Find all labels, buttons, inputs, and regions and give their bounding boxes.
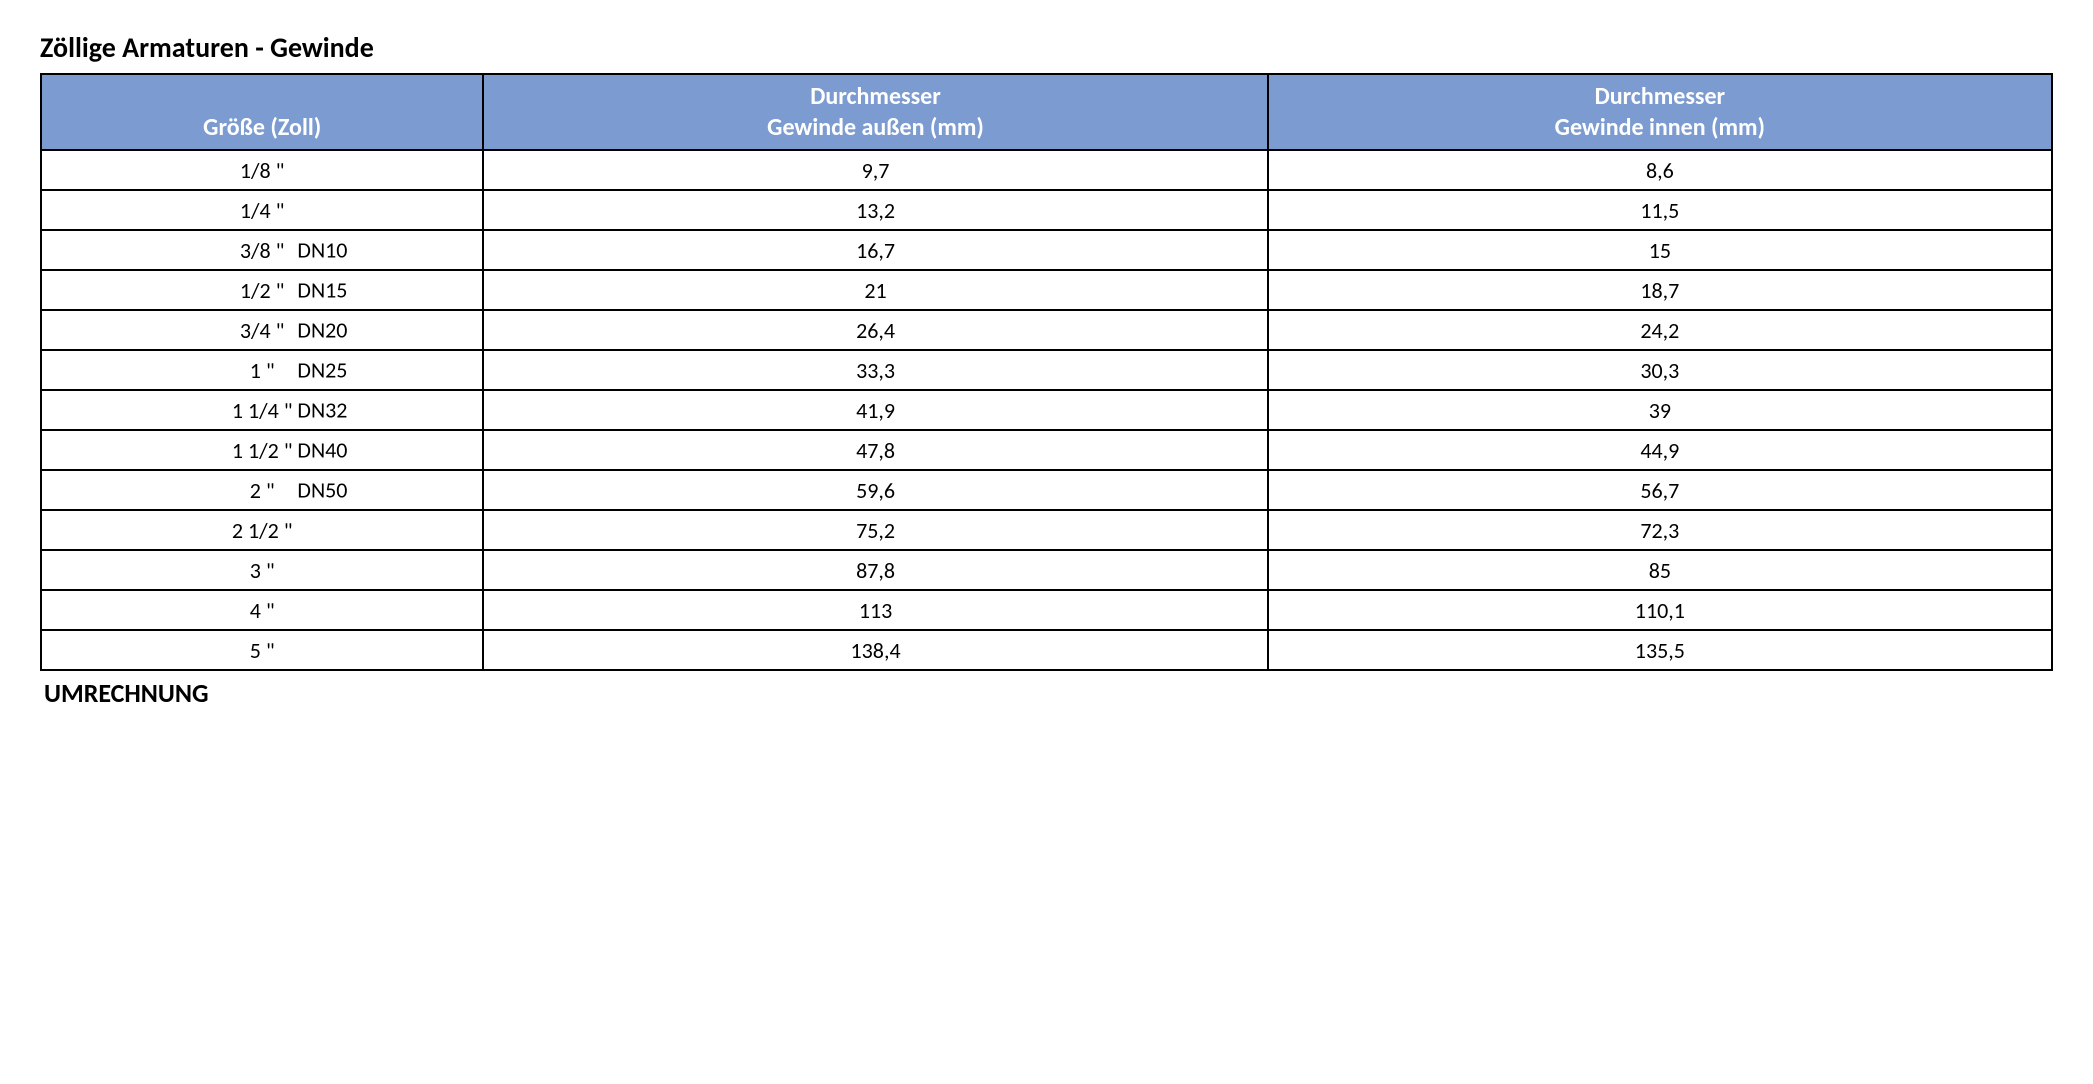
cell-inner: 56,7 [1268, 470, 2052, 510]
cell-inner: 85 [1268, 550, 2052, 590]
size-inch-value: 2 1/2 " [232, 517, 293, 544]
cell-size: 1/4 " [41, 190, 483, 230]
thread-table: Größe (Zoll) Durchmesser Gewinde außen (… [40, 73, 2053, 671]
table-row: 1/4 " 13,211,5 [41, 190, 2052, 230]
size-inch-value: 3/8 " [240, 237, 285, 264]
cell-inner: 15 [1268, 230, 2052, 270]
cell-outer: 59,6 [483, 470, 1267, 510]
cell-outer: 33,3 [483, 350, 1267, 390]
cell-outer: 87,8 [483, 550, 1267, 590]
table-row: 3 " 87,885 [41, 550, 2052, 590]
size-inch-value: 1/8 " [240, 157, 285, 184]
size-dn-value: DN25 [297, 357, 347, 384]
cell-outer: 47,8 [483, 430, 1267, 470]
size-dn-value: DN40 [297, 437, 347, 464]
cell-inner: 30,3 [1268, 350, 2052, 390]
cell-outer: 41,9 [483, 390, 1267, 430]
size-dn-value: DN15 [297, 277, 347, 304]
header-inner-line1: Durchmesser [1279, 81, 2041, 112]
cell-inner: 18,7 [1268, 270, 2052, 310]
cell-inner: 39 [1268, 390, 2052, 430]
cell-inner: 135,5 [1268, 630, 2052, 670]
table-row: 3/4 " DN20 26,424,2 [41, 310, 2052, 350]
size-inch-value: 1 1/2 " [232, 437, 293, 464]
table-row: 2 1/2 " 75,272,3 [41, 510, 2052, 550]
cell-inner: 110,1 [1268, 590, 2052, 630]
header-outer: Durchmesser Gewinde außen (mm) [483, 74, 1267, 150]
cell-inner: 8,6 [1268, 150, 2052, 190]
size-dn-value: DN10 [297, 237, 347, 264]
size-dn-value: DN50 [297, 477, 347, 504]
cell-outer: 9,7 [483, 150, 1267, 190]
cell-size: 2 1/2 " [41, 510, 483, 550]
size-inch-value: 1 1/4 " [232, 397, 293, 424]
cell-outer: 13,2 [483, 190, 1267, 230]
cell-size: 1/8 " [41, 150, 483, 190]
cell-size: 3/4 " DN20 [41, 310, 483, 350]
size-inch-value: 2 " [250, 477, 275, 504]
cell-size: 5 " [41, 630, 483, 670]
table-row: 1/8 " 9,78,6 [41, 150, 2052, 190]
size-dn-value: DN20 [297, 317, 347, 344]
size-dn-value: DN32 [297, 397, 347, 424]
size-inch-value: 1 " [250, 357, 275, 384]
cell-outer: 138,4 [483, 630, 1267, 670]
table-header-row: Größe (Zoll) Durchmesser Gewinde außen (… [41, 74, 2052, 150]
table-header: Größe (Zoll) Durchmesser Gewinde außen (… [41, 74, 2052, 150]
cell-inner: 11,5 [1268, 190, 2052, 230]
table-row: 4 " 113110,1 [41, 590, 2052, 630]
size-inch-value: 3/4 " [240, 317, 285, 344]
header-inner: Durchmesser Gewinde innen (mm) [1268, 74, 2052, 150]
size-inch-value: 3 " [250, 557, 275, 584]
table-body: 1/8 "9,78,61/4 "13,211,53/8 "DN1016,7151… [41, 150, 2052, 670]
cell-size: 1 1/4 "DN32 [41, 390, 483, 430]
table-row: 1 1/2 "DN4047,844,9 [41, 430, 2052, 470]
cell-inner: 44,9 [1268, 430, 2052, 470]
header-inner-line2: Gewinde innen (mm) [1279, 112, 2041, 143]
cell-size: 3/8 " DN10 [41, 230, 483, 270]
table-row: 1 1/4 "DN3241,939 [41, 390, 2052, 430]
header-outer-line1: Durchmesser [494, 81, 1256, 112]
table-row: 5 " 138,4135,5 [41, 630, 2052, 670]
cell-size: 1 " DN25 [41, 350, 483, 390]
table-row: 2 " DN50 59,656,7 [41, 470, 2052, 510]
cell-inner: 72,3 [1268, 510, 2052, 550]
cell-outer: 21 [483, 270, 1267, 310]
cell-outer: 113 [483, 590, 1267, 630]
size-inch-value: 5 " [250, 637, 275, 664]
header-outer-line2: Gewinde außen (mm) [494, 112, 1256, 143]
table-row: 1/2 " DN15 2118,7 [41, 270, 2052, 310]
cell-size: 3 " [41, 550, 483, 590]
header-size: Größe (Zoll) [41, 74, 483, 150]
size-inch-value: 1/2 " [240, 277, 285, 304]
cell-outer: 16,7 [483, 230, 1267, 270]
cell-size: 1 1/2 "DN40 [41, 430, 483, 470]
table-row: 1 " DN25 33,330,3 [41, 350, 2052, 390]
cell-outer: 26,4 [483, 310, 1267, 350]
cell-size: 1/2 " DN15 [41, 270, 483, 310]
cell-size: 4 " [41, 590, 483, 630]
footer-label: UMRECHNUNG [40, 677, 2053, 709]
table-row: 3/8 " DN10 16,715 [41, 230, 2052, 270]
page-title: Zöllige Armaturen - Gewinde [40, 30, 2053, 65]
size-inch-value: 1/4 " [240, 197, 285, 224]
header-size-line2: Größe (Zoll) [52, 112, 472, 143]
cell-size: 2 " DN50 [41, 470, 483, 510]
cell-outer: 75,2 [483, 510, 1267, 550]
cell-inner: 24,2 [1268, 310, 2052, 350]
size-inch-value: 4 " [250, 597, 275, 624]
